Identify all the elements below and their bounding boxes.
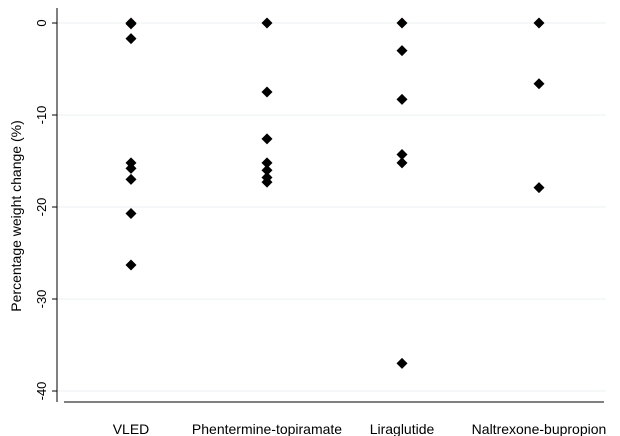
point-1-6 [261,176,273,188]
point-2-1 [396,45,408,57]
point-3-0 [533,17,545,29]
x-category-label-3: Naltrexone-bupropion [472,421,607,436]
point-1-0 [261,17,273,29]
point-0-3 [125,157,137,169]
point-2-2 [396,93,408,105]
point-2-5 [396,357,408,369]
y-tick-label-0: 0 [34,19,49,26]
y-tick-label-2: -20 [34,198,49,217]
point-2-3 [396,149,408,161]
point-0-6 [125,207,137,219]
y-tick-label-3: -30 [34,290,49,309]
x-category-label-1: Phentermine-topiramate [192,421,342,436]
point-1-4 [261,164,273,176]
point-3-2 [533,182,545,194]
point-0-1 [125,18,137,30]
point-3-1 [533,78,545,90]
y-ticks: 0 -10 -20 -30 -40 [34,19,57,400]
point-2-0 [396,17,408,29]
point-1-3 [261,157,273,169]
x-category-label-2: Liraglutide [370,421,435,436]
data-points [125,17,545,369]
x-category-labels: VLED Phentermine-topiramate Liraglutide Nal… [113,421,607,436]
point-0-7 [125,259,137,271]
point-0-2 [125,33,137,45]
y-axis-title: Percentage weight change (%) [8,120,24,311]
point-1-1 [261,86,273,98]
x-category-label-0: VLED [113,421,150,436]
y-tick-label-1: -10 [34,106,49,125]
point-0-5 [125,173,137,185]
point-1-2 [261,133,273,145]
point-0-4 [125,162,137,174]
y-tick-label-4: -40 [34,382,49,401]
gridlines [57,22,606,392]
point-2-4 [396,157,408,169]
